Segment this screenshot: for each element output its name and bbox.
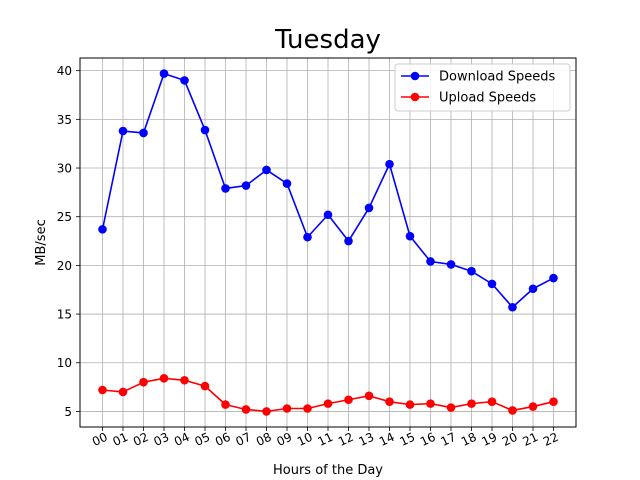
x-tick-label: 19 — [479, 430, 499, 449]
data-point — [180, 375, 189, 385]
y-axis: 5 10 15 20 25 30 35 40 — [57, 64, 80, 419]
data-point — [241, 181, 251, 190]
x-tick-label: 15 — [397, 430, 417, 449]
y-tick-label: 35 — [57, 113, 72, 127]
legend-marker — [410, 71, 420, 81]
legend-item: Upload Speeds — [401, 91, 536, 106]
x-tick-label: 04 — [172, 430, 192, 449]
data-point — [139, 377, 148, 387]
x-tick-label: 21 — [520, 430, 540, 449]
data-point — [221, 400, 230, 409]
data-point — [139, 128, 148, 138]
x-tick-label: 05 — [192, 430, 212, 449]
data-point — [200, 125, 210, 135]
data-point — [364, 391, 374, 401]
x-tick-label: 17 — [438, 430, 458, 449]
data-point — [426, 399, 435, 408]
x-tick-label: 03 — [151, 430, 171, 449]
data-point — [528, 284, 538, 294]
data-point — [344, 236, 353, 246]
x-tick-label: 06 — [213, 430, 233, 449]
series-layer — [98, 69, 558, 416]
data-point — [426, 257, 435, 266]
data-point — [508, 302, 517, 312]
data-point — [405, 400, 415, 409]
data-point — [118, 387, 128, 397]
y-tick-label: 5 — [64, 405, 72, 419]
data-point — [446, 403, 456, 412]
x-tick-label: 14 — [377, 430, 397, 449]
data-point — [262, 165, 271, 175]
legend-label: Download Speeds — [439, 70, 556, 85]
legend-box — [394, 63, 571, 112]
data-point — [98, 385, 107, 395]
data-point — [344, 395, 353, 405]
legend-item: Download Speeds — [401, 70, 556, 85]
series-download — [98, 69, 558, 312]
x-tick-label: 16 — [418, 430, 438, 449]
x-axis-label: Hours of the Day — [273, 463, 383, 478]
data-point — [98, 225, 107, 234]
y-tick-label: 40 — [57, 64, 72, 78]
y-tick-label: 25 — [57, 210, 72, 224]
data-point — [467, 399, 476, 408]
data-point — [528, 402, 538, 411]
data-point — [221, 184, 230, 193]
data-point — [323, 399, 333, 408]
x-tick-label: 22 — [541, 430, 561, 449]
y-tick-label: 15 — [57, 308, 72, 322]
x-tick-label: 08 — [254, 430, 274, 449]
data-point — [549, 397, 558, 406]
data-point — [180, 76, 189, 85]
x-tick-label: 07 — [233, 430, 253, 449]
x-tick-label: 12 — [336, 430, 356, 449]
x-tick-label: 09 — [274, 430, 294, 449]
x-tick-label: 20 — [500, 430, 520, 449]
x-tick-label: 13 — [356, 430, 376, 449]
x-axis: 00 01 02 03 04 05 06 07 08 09 10 11 12 13 14 15 16 17 18 19… — [90, 427, 561, 449]
data-point — [508, 406, 517, 415]
data-point — [364, 203, 374, 213]
data-point — [487, 397, 497, 406]
data-point — [446, 260, 456, 269]
legend-marker — [410, 92, 420, 102]
data-point — [282, 179, 292, 188]
data-point — [303, 232, 312, 242]
x-tick-label: 01 — [110, 430, 130, 449]
x-tick-label: 11 — [315, 430, 335, 449]
data-point — [159, 69, 169, 78]
series-upload — [98, 374, 558, 416]
y-tick-label: 20 — [57, 259, 72, 273]
y-tick-label: 30 — [57, 162, 72, 176]
data-point — [487, 279, 497, 289]
x-tick-label: 02 — [131, 430, 151, 449]
x-tick-label: 10 — [295, 430, 315, 449]
chart-title: Tuesday — [274, 25, 381, 55]
y-tick-label: 10 — [57, 356, 72, 370]
y-axis-label: MB/sec — [34, 219, 49, 265]
data-point — [159, 374, 169, 383]
legend-label: Upload Speeds — [439, 91, 536, 106]
data-point — [385, 397, 394, 406]
data-point — [241, 405, 251, 414]
data-point — [303, 404, 312, 413]
data-point — [467, 266, 476, 276]
data-point — [262, 407, 271, 416]
x-tick-label: 18 — [459, 430, 479, 449]
data-point — [405, 231, 415, 241]
x-tick-label: 00 — [90, 430, 110, 449]
data-point — [385, 159, 394, 169]
data-point — [323, 210, 333, 220]
data-point — [118, 126, 128, 136]
legend: Download Speeds Upload Speeds — [394, 63, 571, 112]
data-point — [200, 381, 210, 391]
data-point — [549, 273, 558, 283]
data-point — [282, 404, 292, 413]
